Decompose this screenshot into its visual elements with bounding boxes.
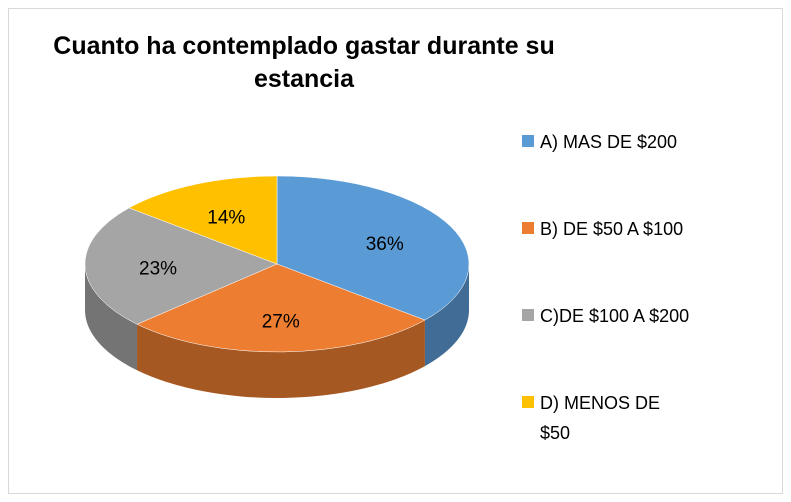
slice — [128, 175, 278, 265]
legend-label: C)DE $100 A $200 — [540, 306, 690, 326]
legend-swatch — [522, 222, 534, 234]
legend-swatch — [522, 135, 534, 147]
data-label: 14% — [207, 208, 245, 229]
legend-swatch — [522, 396, 534, 408]
data-label: 36% — [366, 234, 404, 255]
legend-swatch — [522, 309, 534, 321]
slice-side — [424, 264, 469, 367]
slice — [276, 175, 470, 321]
slice-side — [85, 264, 138, 371]
data-label: 23% — [139, 259, 177, 280]
slice — [84, 207, 278, 325]
data-label: 27% — [262, 312, 300, 333]
legend-label: B) DE $50 A $100 — [540, 219, 684, 239]
slice — [136, 263, 426, 353]
chart-title: Cuanto ha contemplado gastar durante su … — [53, 32, 555, 93]
legend-label: D) MENOS DE $50 — [540, 393, 661, 443]
legend-label: A) MAS DE $200 — [540, 132, 678, 152]
slice-side — [137, 320, 425, 399]
